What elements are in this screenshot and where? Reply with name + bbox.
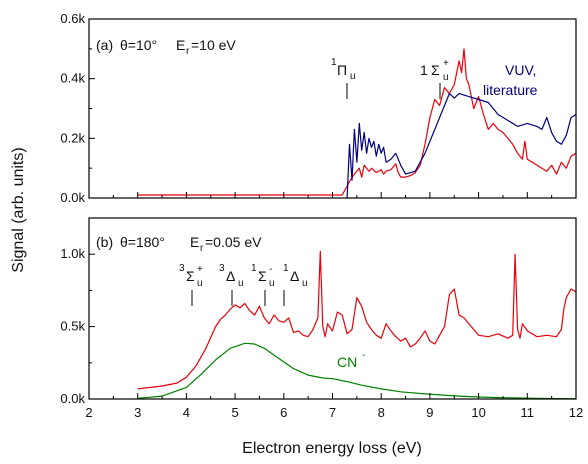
panel-b-x-tick-label: 9	[426, 405, 433, 420]
svg-text:1: 1	[283, 263, 289, 274]
panel-b-y-tick-label: 1.0k	[60, 246, 85, 261]
svg-text:-: -	[269, 264, 272, 275]
panel-b-x-tick-label: 12	[569, 405, 583, 420]
panel-b-series-1-line	[137, 342, 577, 400]
svg-text:CN: CN	[337, 354, 357, 370]
panel-b-x-tick-label: 11	[521, 405, 535, 420]
panel-a-y-tick-label: 0.4k	[60, 71, 85, 86]
svg-text:Σ: Σ	[258, 268, 267, 284]
panel-a-series-1-line	[346, 92, 577, 199]
svg-text:1: 1	[331, 57, 337, 68]
panel-b-energy-sub: r	[200, 243, 204, 254]
annotation-3Delta-u: 3 Δ u	[219, 263, 244, 306]
panel-b-series-0-line	[137, 250, 577, 390]
panel-b-theta: θ=180°	[120, 234, 165, 250]
panel-a-energy-value: =10 eV	[191, 37, 236, 53]
svg-text:u: u	[197, 278, 203, 289]
panel-a-plot-area	[137, 48, 577, 199]
panel-a-y-tick-label: 0.2k	[60, 130, 85, 145]
annotation-1Delta-u: 1 Δ u	[283, 263, 308, 306]
panel-b-x-tick-label: 5	[231, 405, 238, 420]
svg-text:u: u	[238, 278, 244, 289]
panel-a-axes: 0.0k 0.2k 0.4k 0.6k	[60, 11, 577, 205]
panel-b-x-tick-label: 2	[85, 405, 92, 420]
annotation-1Sigma-u-plus: 1 Σ + u	[420, 58, 449, 99]
svg-text:Σ: Σ	[431, 62, 440, 78]
panel-b-y-tick-label: 0.0k	[60, 391, 85, 406]
cn-label: CN -	[337, 350, 365, 370]
panel-a-energy-symbol: E	[176, 37, 185, 53]
annotation-1Pi-u: 1 Π u	[331, 57, 356, 99]
svg-text:+: +	[443, 58, 449, 69]
panel-b: 0.0k0.5k1.0k2 3 4 5 6 7 8 9 10 11 12 (b) θ=180° E …	[60, 217, 583, 420]
vuv-label-line1: VUV,	[505, 62, 536, 78]
panel-b-x-tick-label: 3	[134, 405, 141, 420]
panel-a-theta: θ=10°	[120, 37, 157, 53]
svg-text:-: -	[362, 350, 365, 361]
x-axis-title: Electron energy loss (eV)	[242, 440, 422, 457]
panel-b-x-tick-label: 4	[183, 405, 190, 420]
svg-text:u: u	[350, 71, 356, 82]
panel-a-y-tick-label: 0.6k	[60, 11, 85, 26]
vuv-label-line2: literature	[483, 82, 538, 98]
svg-text:1: 1	[251, 263, 257, 274]
annotation-1Sigma-u-minus: 1 Σ - u	[251, 263, 275, 306]
svg-text:3: 3	[179, 263, 185, 274]
panel-b-axes: 0.0k0.5k1.0k2 3 4 5 6 7 8 9 10 11 12	[60, 246, 583, 420]
panel-b-y-tick-label: 0.5k	[60, 319, 85, 334]
panel-b-plot-area	[137, 250, 577, 400]
y-axis-title: Signal (arb. units)	[10, 147, 27, 272]
panel-b-x-tick-label: 10	[471, 405, 485, 420]
panel-a-y-tick-label: 0.0k	[60, 190, 85, 205]
svg-text:Π: Π	[337, 62, 347, 78]
svg-text:u: u	[443, 72, 449, 83]
svg-text:Δ: Δ	[226, 268, 235, 284]
panel-b-x-tick-label: 6	[280, 405, 287, 420]
panel-a-label: (a)	[96, 37, 113, 53]
svg-text:u: u	[302, 278, 308, 289]
panel-b-label: (b)	[96, 234, 113, 250]
panel-a-series-0-line	[137, 48, 577, 196]
annotation-3Sigma-u-plus: 3 Σ + u	[179, 263, 203, 306]
svg-text:3: 3	[219, 263, 225, 274]
panel-a-energy-sub: r	[186, 46, 190, 57]
panel-b-x-tick-label: 8	[378, 405, 385, 420]
svg-text:Δ: Δ	[290, 268, 299, 284]
panel-b-energy-value: =0.05 eV	[205, 234, 262, 250]
svg-text:+: +	[197, 264, 203, 275]
panel-b-x-tick-label: 7	[329, 405, 336, 420]
svg-text:1: 1	[420, 62, 428, 78]
panel-a: 0.0k 0.2k 0.4k 0.6k (a) θ=10° E r =10 eV 1 …	[60, 11, 577, 205]
svg-text:u: u	[269, 278, 275, 289]
panel-b-energy-symbol: E	[190, 234, 199, 250]
svg-text:Σ: Σ	[186, 268, 195, 284]
